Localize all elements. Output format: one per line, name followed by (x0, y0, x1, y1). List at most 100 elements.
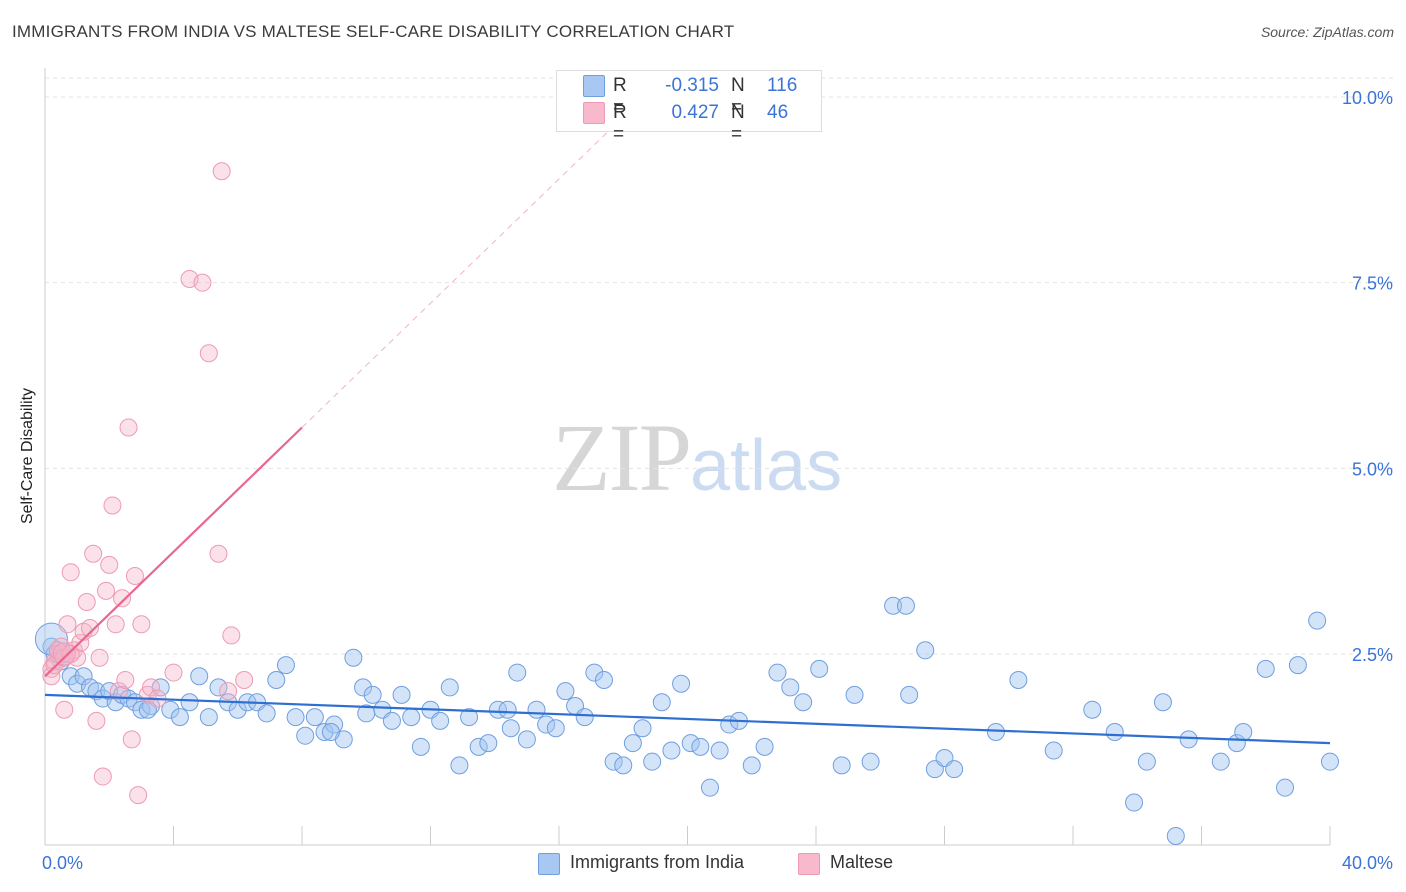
india-point (257, 704, 276, 723)
source-credit: Source: ZipAtlas.com (1260, 24, 1394, 40)
stats-box: R = -0.315 N = 116 R = 0.427 N = 46 (556, 70, 822, 145)
maltese-point (103, 496, 122, 515)
india-point (498, 700, 517, 719)
india-point (575, 708, 594, 727)
india-point (450, 756, 469, 775)
india-point (691, 737, 710, 756)
india-point (190, 667, 209, 686)
legend-swatch-maltese (798, 853, 820, 875)
maltese-point (58, 615, 77, 634)
x-tick-labels: 0.0% 40.0% (42, 853, 1393, 873)
india-point (652, 693, 671, 712)
n-label: N = (731, 102, 745, 145)
india-point (1137, 752, 1156, 771)
india-point (556, 682, 575, 701)
maltese-point (87, 711, 106, 730)
trend-lines (44, 85, 1331, 745)
india-point (354, 678, 373, 697)
maltese-point (52, 642, 76, 666)
r-value-maltese: 0.427 (671, 102, 719, 123)
chart-title: IMMIGRANTS FROM INDIA VS MALTESE SELF-CA… (12, 22, 735, 41)
india-point (460, 708, 479, 727)
y-tick-label: 10.0% (1342, 88, 1393, 108)
maltese-point (55, 700, 74, 719)
maltese-point (61, 563, 80, 582)
india-point (832, 756, 851, 775)
maltese-point (222, 626, 241, 645)
maltese-point (97, 581, 116, 600)
india-point (794, 693, 813, 712)
india-point (884, 596, 903, 615)
legend-label-india: Immigrants from India (570, 852, 745, 872)
maltese-points (42, 162, 254, 805)
india-point (1211, 752, 1230, 771)
india-trend-line (44, 693, 1331, 745)
india-point (440, 678, 459, 697)
india-point (344, 648, 363, 667)
india-point (546, 719, 565, 738)
r-value-india: -0.315 (665, 75, 719, 96)
india-point (382, 711, 401, 730)
india-point (1308, 611, 1327, 630)
india-swatch (583, 75, 605, 97)
india-point (431, 711, 450, 730)
maltese-point (109, 682, 128, 701)
india-point (527, 700, 546, 719)
india-point (199, 708, 218, 727)
maltese-point (84, 544, 103, 563)
maltese-point (199, 344, 218, 363)
india-point (1153, 693, 1172, 712)
india-point (276, 656, 295, 675)
india-point (1288, 656, 1307, 675)
india-point (411, 737, 430, 756)
x-tick-label: 40.0% (1342, 853, 1393, 873)
maltese-point (193, 273, 212, 292)
india-point (662, 741, 681, 760)
n-label: N = (731, 75, 745, 118)
watermark: ZIPatlas (552, 402, 842, 513)
india-point (768, 663, 787, 682)
maltese-point (132, 615, 151, 634)
india-point (488, 700, 507, 719)
india-point (363, 685, 382, 704)
india-point (296, 726, 315, 745)
india-point (1009, 670, 1028, 689)
india-point (87, 682, 106, 701)
india-point (267, 670, 286, 689)
maltese-point (100, 555, 119, 574)
india-point (755, 737, 774, 756)
n-value-maltese: 46 (767, 102, 789, 123)
india-point (861, 752, 880, 771)
india-point (170, 708, 189, 727)
india-point (1276, 778, 1295, 797)
india-point (604, 752, 623, 771)
r-label: R = (613, 102, 627, 145)
maltese-point (212, 162, 231, 181)
watermark-atlas: atlas (690, 426, 843, 506)
india-point (945, 760, 964, 779)
india-point (315, 722, 334, 741)
maltese-trend-extension (301, 85, 656, 428)
india-point (479, 734, 498, 753)
india-point (916, 641, 935, 660)
maltese-point (142, 678, 161, 697)
india-point (672, 674, 691, 693)
india-point (392, 685, 411, 704)
maltese-trend-line (44, 426, 303, 678)
watermark-zip: ZIP (552, 404, 692, 511)
india-point (161, 700, 180, 719)
india-point (742, 756, 761, 775)
grid-lines (45, 77, 1395, 655)
y-tick-labels: 2.5% 5.0% 7.5% 10.0% (1342, 88, 1393, 665)
y-tick-label: 5.0% (1352, 459, 1393, 479)
maltese-point (80, 619, 99, 638)
india-point (501, 719, 520, 738)
india-point (517, 730, 536, 749)
india-point (321, 722, 340, 741)
axes (44, 68, 1331, 846)
maltese-point (164, 663, 183, 682)
india-point (900, 685, 919, 704)
y-tick-label: 7.5% (1352, 274, 1393, 294)
maltese-point (116, 670, 135, 689)
